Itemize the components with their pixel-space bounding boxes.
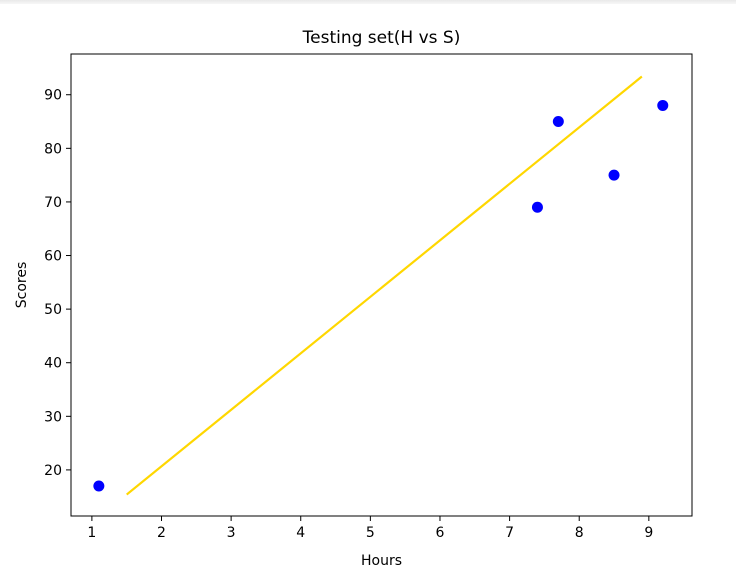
y-axis-label: Scores [14, 262, 30, 309]
data-point-5 [657, 99, 669, 111]
plot-frame [70, 53, 693, 517]
x-tick-label-7: 7 [505, 525, 514, 541]
x-tick-label-9: 9 [644, 525, 653, 541]
x-tick-label-6: 6 [436, 525, 445, 541]
regression-line [126, 75, 643, 496]
x-tick-label-8: 8 [575, 525, 584, 541]
chart-title: Testing set(H vs S) [302, 28, 461, 48]
y-tick-label-50: 50 [44, 302, 62, 318]
y-tick-label-20: 20 [44, 463, 62, 479]
x-axis-label: Hours [361, 553, 402, 569]
y-tick-label-60: 60 [44, 249, 62, 265]
x-axis-ticks: 1 2 3 4 5 6 7 8 9 [87, 516, 653, 541]
data-point-2 [531, 201, 543, 213]
x-tick-label-1: 1 [87, 525, 96, 541]
y-tick-label-80: 80 [44, 141, 62, 157]
y-axis-ticks: 20 30 40 50 60 70 80 90 [44, 88, 71, 479]
y-tick-label-40: 40 [44, 356, 62, 372]
y-tick-label-70: 70 [44, 195, 62, 211]
top-border [0, 0, 736, 4]
x-tick-label-5: 5 [366, 525, 375, 541]
x-tick-label-2: 2 [157, 525, 166, 541]
data-point-1 [93, 480, 105, 492]
plot-marks [93, 75, 669, 496]
x-tick-label-4: 4 [296, 525, 305, 541]
data-point-3 [552, 116, 564, 128]
y-tick-label-90: 90 [44, 88, 62, 104]
x-tick-label-3: 3 [227, 525, 236, 541]
data-point-4 [608, 169, 620, 181]
y-tick-label-30: 30 [44, 409, 62, 425]
